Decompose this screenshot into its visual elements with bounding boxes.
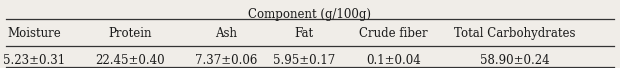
Text: 5.95±0.17: 5.95±0.17 — [273, 54, 335, 67]
Text: 22.45±0.40: 22.45±0.40 — [95, 54, 165, 67]
Text: Total Carbohydrates: Total Carbohydrates — [454, 27, 575, 40]
Text: 7.37±0.06: 7.37±0.06 — [195, 54, 257, 67]
Text: Protein: Protein — [108, 27, 152, 40]
Text: Fat: Fat — [294, 27, 313, 40]
Text: Component (g/100g): Component (g/100g) — [249, 8, 371, 21]
Text: 58.90±0.24: 58.90±0.24 — [480, 54, 549, 67]
Text: Ash: Ash — [215, 27, 237, 40]
Text: Moisture: Moisture — [7, 27, 61, 40]
Text: 5.23±0.31: 5.23±0.31 — [3, 54, 65, 67]
Text: 0.1±0.04: 0.1±0.04 — [366, 54, 421, 67]
Text: Crude fiber: Crude fiber — [360, 27, 428, 40]
